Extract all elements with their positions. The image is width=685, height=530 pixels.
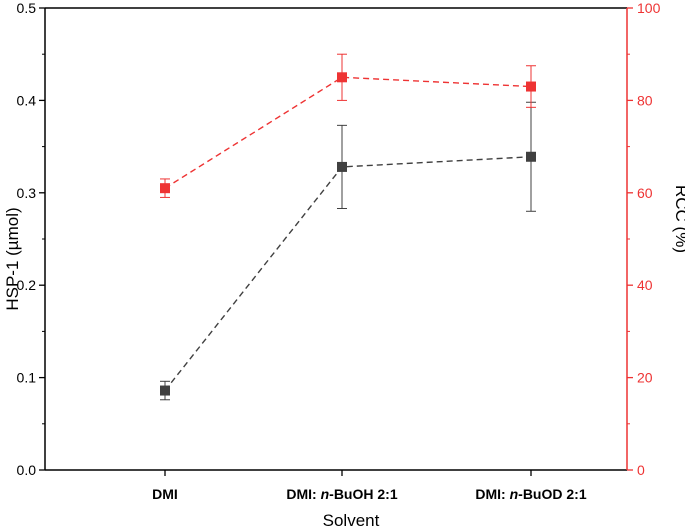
data-point [337,72,347,83]
series-line [164,156,532,391]
x-axis: DMI DMI: n-BuOH 2:1 DMI: n-BuOD 2:1 [152,470,587,502]
x-category-label: DMI: n-BuOH 2:1 [286,486,397,502]
series-hsp1 [160,101,536,401]
right-y-axis-title: RCC (%) [672,185,685,253]
right-y-tick-label: 20 [637,370,653,386]
right-y-tick-label: 40 [637,277,653,293]
right-y-tick-label: 0 [637,462,645,478]
left-y-axis-title: HSP-1 (µmol) [3,207,22,310]
data-point [526,151,536,162]
left-y-tick-label: 0.2 [17,277,37,293]
left-y-axis: 0.0 0.1 0.2 0.3 0.4 0.5 [17,0,45,478]
plot-frame [44,7,628,471]
right-y-tick-label: 100 [637,0,661,16]
series-rcc [160,53,536,198]
right-y-tick-label: 60 [637,185,653,201]
data-point [337,161,347,172]
right-y-axis: 0 20 40 60 80 100 [627,0,661,478]
data-point [526,81,536,92]
x-category-label: DMI: n-BuOD 2:1 [475,486,586,502]
right-y-tick-label: 80 [637,92,653,108]
x-axis-title: Solvent [323,511,380,530]
left-y-tick-label: 0.4 [17,92,37,108]
left-y-tick-label: 0.0 [17,462,37,478]
left-y-tick-label: 0.3 [17,185,37,201]
data-point [160,183,170,194]
data-point [160,385,170,396]
left-y-tick-label: 0.5 [17,0,37,16]
series-line [164,76,532,189]
series-layer [160,53,536,401]
left-y-tick-label: 0.1 [17,370,37,386]
x-category-label: DMI [152,486,178,502]
